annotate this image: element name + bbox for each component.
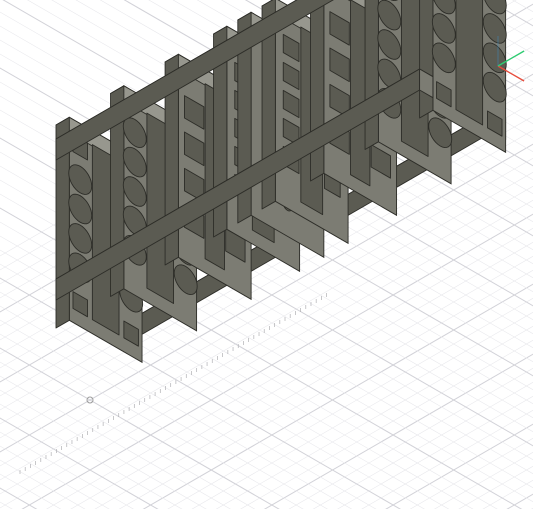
cad-viewport[interactable] [0, 0, 533, 509]
